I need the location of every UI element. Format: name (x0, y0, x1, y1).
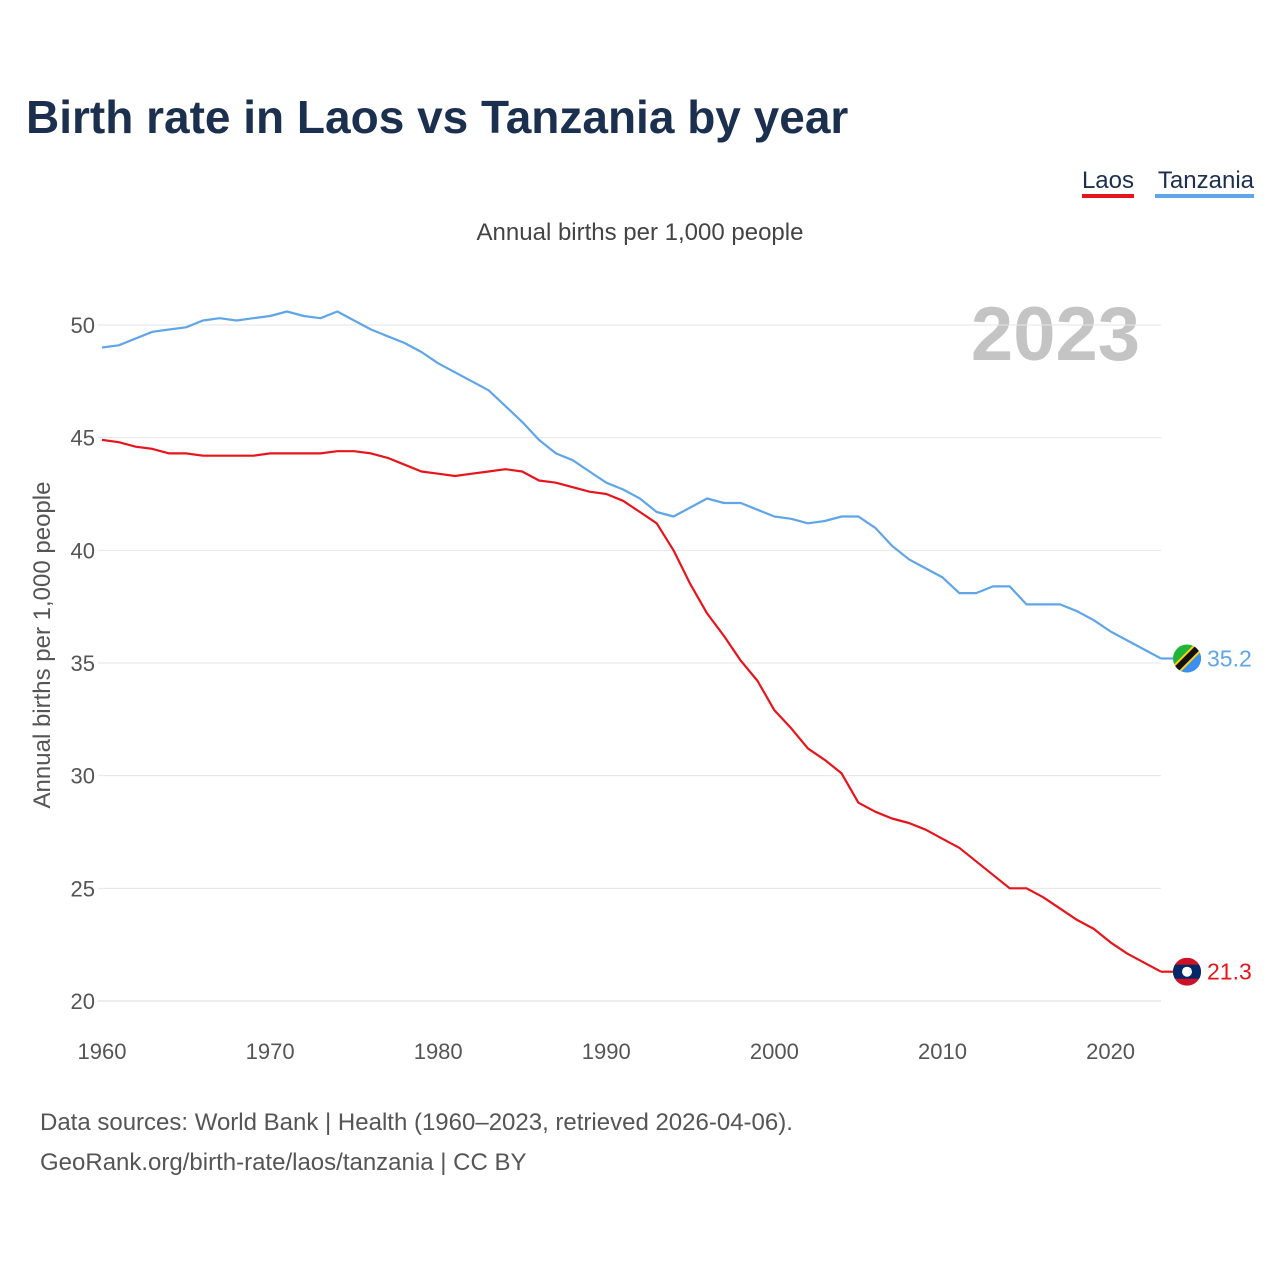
y-tick-label-40: 40 (71, 538, 95, 563)
y-axis-ticks: 20 25 30 35 40 45 50 (71, 313, 95, 1014)
chart-subtitle: Annual births per 1,000 people (477, 219, 804, 246)
legend-swatch-tanzania (1155, 194, 1254, 198)
gridlines (98, 324, 1161, 1002)
y-axis-label: Annual births per 1,000 people (29, 482, 56, 809)
y-tick-label-35: 35 (71, 651, 95, 676)
series-lines (101, 310, 1162, 973)
series-line-laos (101, 438, 1162, 973)
x-tick-label-1970: 1970 (246, 1039, 295, 1064)
source-line-1: Data sources: World Bank | Health (1960–… (40, 1109, 793, 1136)
laos-flag-icon (1173, 957, 1201, 986)
legend-entry-laos[interactable]: Laos (1082, 167, 1134, 194)
tanzania-flag-icon (1173, 644, 1201, 673)
year-watermark: 2023 (971, 292, 1140, 377)
legend: Laos Tanzania (1082, 167, 1255, 198)
y-tick-label-50: 50 (71, 313, 95, 338)
y-tick-label-25: 25 (71, 876, 95, 901)
series-end-markers: 21.3 35.2 (1161, 644, 1252, 986)
x-tick-label-2010: 2010 (918, 1039, 967, 1064)
y-tick-label-45: 45 (71, 426, 95, 451)
y-tick-label-30: 30 (71, 764, 95, 789)
chart-title: Birth rate in Laos vs Tanzania by year (26, 91, 848, 143)
series-line-tanzania (101, 310, 1162, 660)
source-line-2: GeoRank.org/birth-rate/laos/tanzania | C… (40, 1149, 526, 1176)
series-end-value-tanzania: 35.2 (1207, 645, 1252, 671)
legend-swatch-laos (1082, 194, 1134, 198)
x-tick-label-1990: 1990 (582, 1039, 631, 1064)
series-end-value-laos: 21.3 (1207, 959, 1252, 985)
y-tick-label-20: 20 (71, 989, 95, 1014)
x-tick-label-2000: 2000 (750, 1039, 799, 1064)
x-axis-ticks: 1960 1970 1980 1990 2000 2010 2020 (78, 1039, 1136, 1064)
legend-entry-tanzania[interactable]: Tanzania (1158, 167, 1255, 194)
x-tick-label-2020: 2020 (1086, 1039, 1135, 1064)
x-tick-label-1980: 1980 (414, 1039, 463, 1064)
x-tick-label-1960: 1960 (78, 1039, 127, 1064)
